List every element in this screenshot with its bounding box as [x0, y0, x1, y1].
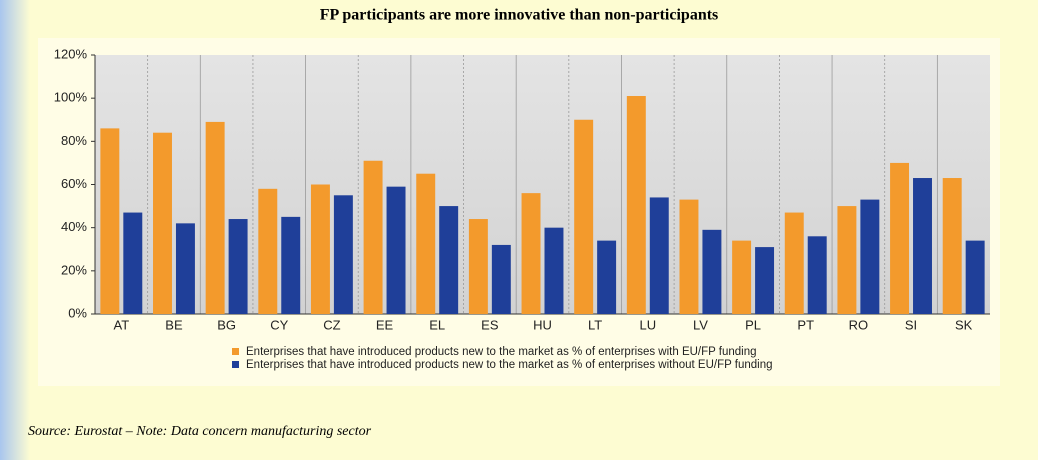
- bar: [837, 206, 857, 314]
- bar: [468, 219, 488, 314]
- x-tick-label: CZ: [323, 317, 340, 332]
- legend-swatch: [232, 361, 239, 368]
- source-note: Source: Eurostat – Note: Data concern ma…: [28, 424, 372, 439]
- bar: [363, 160, 383, 314]
- x-tick-label: SI: [905, 317, 917, 332]
- y-tick-label: 20%: [61, 262, 87, 277]
- bar: [755, 247, 775, 314]
- bar: [310, 184, 330, 314]
- bar: [521, 193, 541, 314]
- x-tick-label: BE: [165, 317, 183, 332]
- x-tick-label: LT: [588, 317, 602, 332]
- bar: [258, 188, 278, 314]
- bar: [784, 212, 804, 314]
- x-tick-label: EL: [429, 317, 445, 332]
- x-tick-label: LU: [639, 317, 656, 332]
- bar: [679, 199, 699, 314]
- bar: [544, 227, 564, 314]
- y-tick-label: 80%: [61, 133, 87, 148]
- y-tick-label: 120%: [54, 46, 88, 61]
- bar: [702, 229, 722, 314]
- bar: [965, 240, 985, 314]
- bar: [626, 96, 646, 314]
- bar: [175, 223, 195, 314]
- y-tick-label: 60%: [61, 176, 87, 191]
- legend-swatch: [232, 348, 239, 355]
- bar: [228, 219, 248, 314]
- bar: [439, 206, 459, 314]
- x-tick-label: ES: [481, 317, 499, 332]
- x-tick-label: PL: [745, 317, 761, 332]
- bar: [913, 178, 932, 314]
- x-tick-label: CY: [270, 317, 288, 332]
- x-tick-label: AT: [113, 317, 129, 332]
- bar: [732, 240, 752, 314]
- side-strip: [0, 0, 30, 460]
- bar: [597, 240, 617, 314]
- bar: [416, 173, 436, 314]
- legend-label: Enterprises that have introduced product…: [246, 359, 773, 371]
- bar: [942, 178, 962, 314]
- bar: [386, 186, 406, 314]
- bar: [649, 197, 669, 314]
- bar: [491, 244, 511, 314]
- y-tick-label: 0%: [68, 305, 87, 320]
- bar: [100, 128, 120, 314]
- bar: [860, 199, 880, 314]
- x-tick-label: RO: [849, 317, 869, 332]
- bar: [807, 236, 827, 314]
- legend-label: Enterprises that have introduced product…: [246, 346, 757, 358]
- bar: [574, 119, 594, 314]
- x-tick-label: HU: [533, 317, 552, 332]
- x-tick-label: PT: [797, 317, 814, 332]
- y-tick-label: 40%: [61, 219, 87, 234]
- chart-title: FP participants are more innovative than…: [320, 7, 719, 24]
- bar: [890, 162, 910, 314]
- x-tick-label: EE: [376, 317, 394, 332]
- bar: [333, 195, 353, 314]
- bar: [123, 212, 143, 314]
- x-tick-label: SK: [955, 317, 973, 332]
- x-tick-label: LV: [693, 317, 708, 332]
- bar: [281, 216, 301, 314]
- bar: [153, 132, 172, 314]
- x-tick-label: BG: [217, 317, 236, 332]
- bar: [205, 121, 225, 315]
- y-tick-label: 100%: [54, 90, 88, 105]
